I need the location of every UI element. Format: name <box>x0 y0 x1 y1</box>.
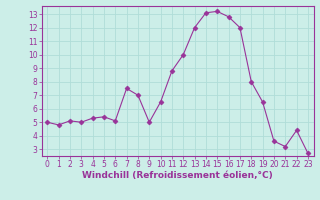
X-axis label: Windchill (Refroidissement éolien,°C): Windchill (Refroidissement éolien,°C) <box>82 171 273 180</box>
